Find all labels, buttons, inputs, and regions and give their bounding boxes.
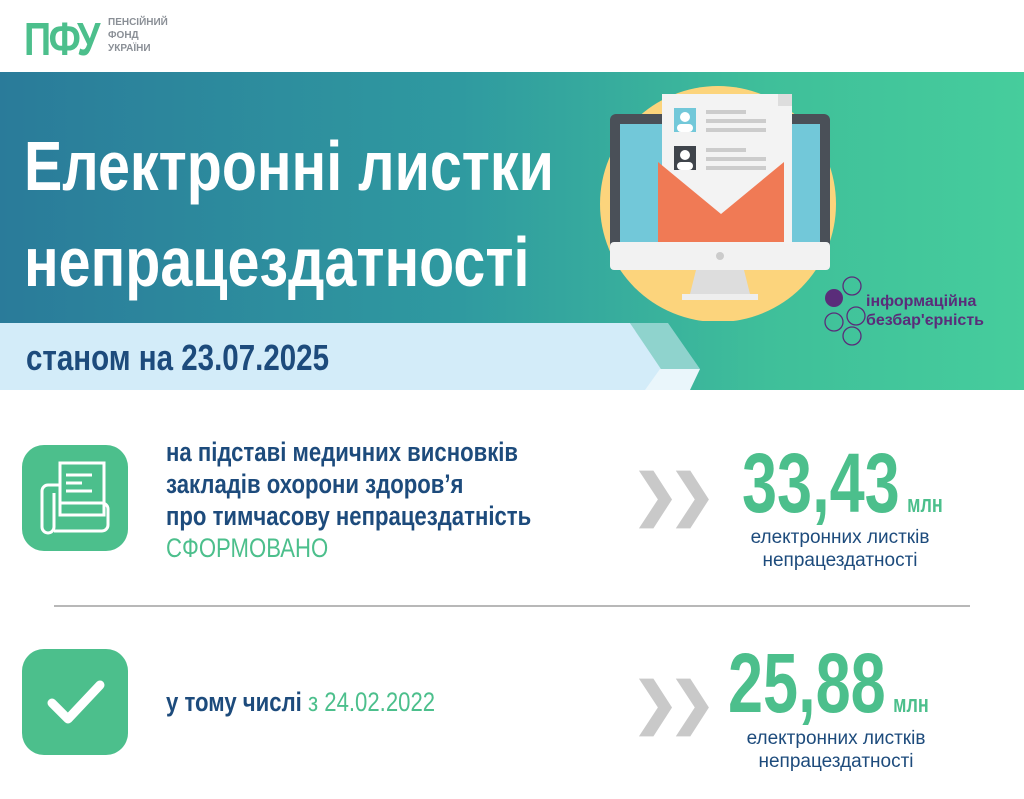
row2-description: у тому числі з 24.02.2022 — [166, 687, 436, 717]
row1-description: на підставі медичних висновків закладів … — [166, 437, 532, 563]
divider — [54, 605, 970, 607]
row2-value: 25,88 — [728, 636, 886, 730]
pfu-logo-mark: ПФУ — [24, 13, 100, 65]
double-chevron-right-icon: ❯❯ — [632, 671, 716, 734]
page-title: Електронні листки непрацездатності — [24, 127, 554, 301]
document-scroll-icon — [40, 461, 110, 535]
row2-caption: електронних листків непрацездатності — [746, 728, 926, 772]
row1-unit: млн — [907, 491, 943, 518]
information-accessibility-logo — [824, 276, 866, 346]
date-label: станом на 23.07.2025 — [26, 337, 330, 378]
information-accessibility-text: інформаційна безбар'єрність — [866, 293, 984, 329]
row1-caption: електронних листків непрацездатності — [750, 527, 930, 571]
row1-value: 33,43 — [742, 436, 900, 530]
row2-value-group: 25,88 млн — [728, 636, 929, 730]
document-icon-box — [22, 445, 128, 551]
date-strip — [0, 323, 700, 390]
checkmark-icon-box — [22, 649, 128, 755]
row2-unit: млн — [893, 691, 929, 718]
computer-envelope-illustration — [600, 86, 836, 321]
double-chevron-right-icon: ❯❯ — [632, 463, 716, 526]
checkmark-icon — [47, 680, 105, 724]
row1-value-group: 33,43 млн — [742, 436, 943, 530]
pfu-logo-text: ПЕНСІЙНИЙ ФОНД УКРАЇНИ — [108, 17, 168, 54]
